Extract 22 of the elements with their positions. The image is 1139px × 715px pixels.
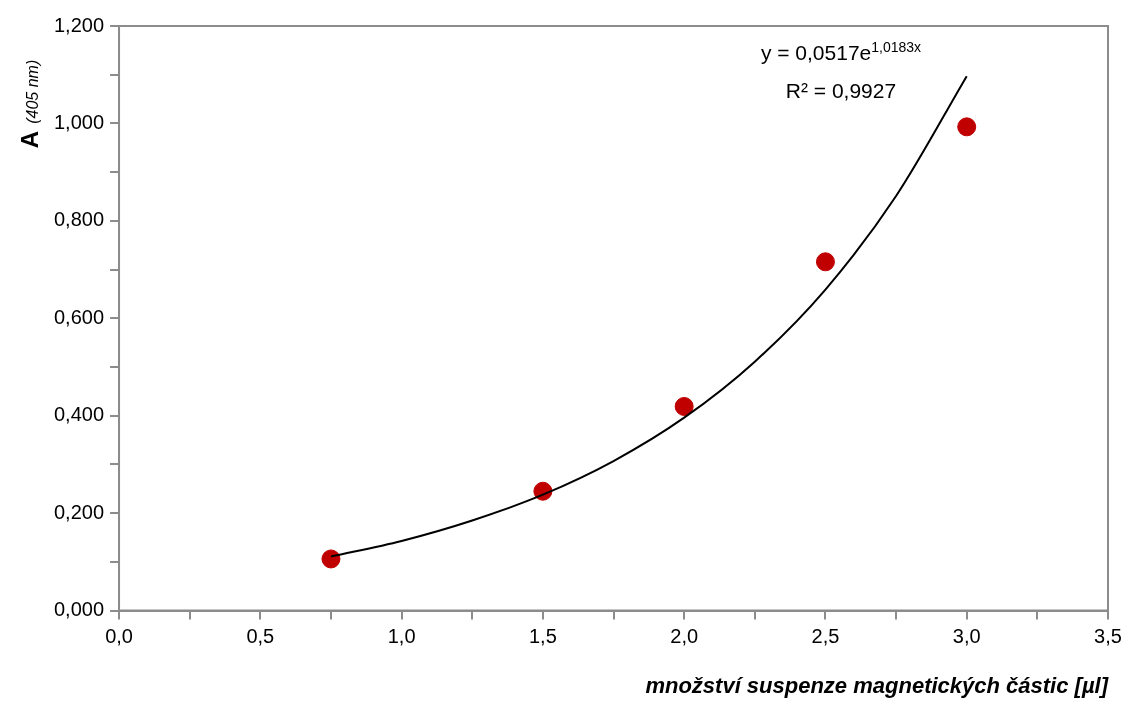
- x-axis-title: množství suspenze magnetických částic [µl]: [645, 672, 1109, 698]
- annotation: R² = 0,9927: [785, 79, 897, 102]
- y-tick-label: 0,800: [53, 208, 105, 231]
- point: [674, 396, 694, 416]
- x-tick-label: 2,0: [670, 625, 699, 648]
- x-tick-label: 3,0: [952, 625, 981, 648]
- point: [957, 117, 977, 137]
- y-tick-label: 0,000: [53, 598, 105, 621]
- x-tick-label: 0,5: [246, 625, 275, 648]
- y-axis-title: A(405 nm): [16, 59, 43, 149]
- x-tick-label: 1,0: [387, 625, 416, 648]
- x-tick-label: 2,5: [811, 625, 840, 648]
- x-tick-label: 1,5: [528, 625, 557, 648]
- y-tick-label: 1,000: [53, 110, 105, 133]
- y-tick-label: 1,200: [53, 13, 105, 36]
- y-tick-label: 0,400: [53, 403, 105, 426]
- point: [321, 549, 341, 569]
- point: [815, 252, 835, 272]
- x-tick-label: 0,0: [105, 625, 133, 648]
- y-tick-label: 0,200: [53, 500, 105, 523]
- x-tick-label: 3,5: [1094, 625, 1122, 648]
- y-tick-label: 0,600: [53, 305, 105, 328]
